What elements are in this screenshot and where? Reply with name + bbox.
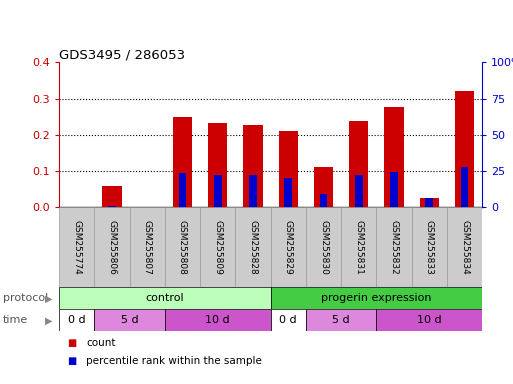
Bar xyxy=(214,175,222,207)
Text: 0 d: 0 d xyxy=(68,315,86,325)
Bar xyxy=(306,310,377,331)
Bar xyxy=(461,167,468,207)
Bar xyxy=(455,91,475,207)
Bar xyxy=(270,310,306,331)
Text: GSM255828: GSM255828 xyxy=(248,220,258,275)
Text: ▶: ▶ xyxy=(45,315,52,325)
Bar xyxy=(108,205,116,207)
Bar xyxy=(425,198,433,207)
Bar xyxy=(349,121,368,207)
Text: ■: ■ xyxy=(67,338,76,348)
Text: time: time xyxy=(3,315,28,325)
Bar xyxy=(390,172,398,207)
Bar xyxy=(94,207,130,287)
Bar xyxy=(165,310,271,331)
Text: percentile rank within the sample: percentile rank within the sample xyxy=(86,356,262,366)
Text: protocol: protocol xyxy=(3,293,48,303)
Bar xyxy=(208,123,227,207)
Text: 5 d: 5 d xyxy=(332,315,350,325)
Bar xyxy=(377,310,482,331)
Bar xyxy=(320,194,327,207)
Text: control: control xyxy=(146,293,184,303)
Text: count: count xyxy=(86,338,116,348)
Bar xyxy=(377,207,411,287)
Text: GSM255834: GSM255834 xyxy=(460,220,469,275)
Text: GSM255830: GSM255830 xyxy=(319,220,328,275)
Bar xyxy=(129,207,165,287)
Bar xyxy=(355,175,363,207)
Bar xyxy=(94,310,165,331)
Bar xyxy=(102,185,122,207)
Text: GSM255831: GSM255831 xyxy=(354,220,363,275)
Text: 10 d: 10 d xyxy=(417,315,442,325)
Bar xyxy=(270,207,306,287)
Text: 0 d: 0 d xyxy=(280,315,297,325)
Bar xyxy=(200,207,235,287)
Text: GSM255808: GSM255808 xyxy=(178,220,187,275)
Bar xyxy=(243,125,263,207)
Bar xyxy=(235,207,271,287)
Text: 5 d: 5 d xyxy=(121,315,139,325)
Bar xyxy=(179,172,186,207)
Bar xyxy=(279,131,298,207)
Text: ■: ■ xyxy=(67,356,76,366)
Bar xyxy=(165,207,200,287)
Bar xyxy=(284,177,292,207)
Bar xyxy=(314,167,333,207)
Bar xyxy=(59,207,94,287)
Text: GSM255806: GSM255806 xyxy=(107,220,116,275)
Text: progerin expression: progerin expression xyxy=(321,293,431,303)
Text: 10 d: 10 d xyxy=(205,315,230,325)
Text: GSM255829: GSM255829 xyxy=(284,220,293,275)
Bar xyxy=(411,207,447,287)
Bar xyxy=(270,287,482,310)
Bar xyxy=(384,106,404,207)
Text: GSM255807: GSM255807 xyxy=(143,220,152,275)
Bar xyxy=(420,198,439,207)
Text: GSM255774: GSM255774 xyxy=(72,220,81,275)
Bar xyxy=(59,287,271,310)
Bar xyxy=(341,207,377,287)
Bar xyxy=(447,207,482,287)
Text: GSM255833: GSM255833 xyxy=(425,220,434,275)
Text: GSM255832: GSM255832 xyxy=(389,220,399,275)
Text: GSM255809: GSM255809 xyxy=(213,220,222,275)
Bar xyxy=(173,117,192,207)
Bar xyxy=(59,310,94,331)
Bar xyxy=(249,175,257,207)
Text: GDS3495 / 286053: GDS3495 / 286053 xyxy=(59,48,185,61)
Bar xyxy=(306,207,341,287)
Text: ▶: ▶ xyxy=(45,293,52,303)
